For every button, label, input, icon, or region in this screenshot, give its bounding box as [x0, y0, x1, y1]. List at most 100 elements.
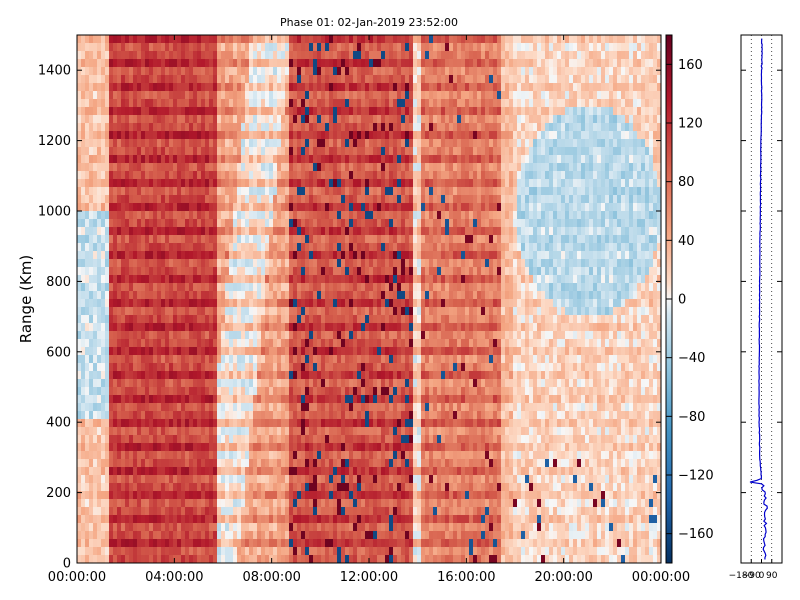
heatmap-cell — [641, 211, 646, 220]
heatmap-cell — [297, 203, 302, 212]
heatmap-cell — [113, 187, 118, 196]
heatmap-cell — [425, 35, 430, 44]
heatmap-cell — [633, 195, 638, 204]
heatmap-cell — [289, 51, 294, 60]
heatmap-cell — [473, 75, 478, 84]
heatmap-cell — [545, 155, 550, 164]
heatmap-cell — [389, 243, 394, 252]
heatmap-cell — [389, 235, 394, 244]
heatmap-cell — [521, 243, 526, 252]
heatmap-cell — [421, 187, 426, 196]
heatmap-cell — [297, 227, 302, 236]
heatmap-cell — [397, 139, 402, 148]
heatmap-cell — [405, 83, 410, 92]
heatmap-cell — [153, 91, 158, 100]
heatmap-cell — [469, 219, 474, 228]
heatmap-cell — [345, 227, 350, 236]
heatmap-cell — [213, 243, 218, 252]
heatmap-cell — [473, 235, 478, 244]
heatmap-cell — [529, 163, 534, 172]
heatmap-cell — [481, 267, 486, 276]
heatmap-cell — [469, 43, 474, 52]
heatmap-cell — [265, 251, 270, 260]
heatmap-cell — [473, 243, 478, 252]
heatmap-cell — [153, 59, 158, 68]
heatmap-cell — [177, 91, 182, 100]
heatmap-cell — [577, 243, 582, 252]
heatmap-cell — [121, 283, 126, 292]
heatmap-cell — [229, 155, 234, 164]
heatmap-cell — [545, 139, 550, 148]
heatmap-cell — [261, 123, 266, 132]
heatmap-cell — [221, 275, 226, 284]
heatmap-cell — [425, 43, 430, 52]
heatmap-cell — [521, 275, 526, 284]
heatmap-cell — [609, 51, 614, 60]
heatmap-cell — [181, 115, 186, 124]
heatmap-cell — [425, 243, 430, 252]
heatmap-cell — [81, 307, 86, 316]
heatmap-cell — [453, 203, 458, 212]
heatmap-cell — [269, 139, 274, 148]
heatmap-cell — [293, 83, 298, 92]
heatmap-cell — [129, 195, 134, 204]
heatmap-cell — [141, 243, 146, 252]
heatmap-cell — [489, 171, 494, 180]
heatmap-cell — [409, 275, 414, 284]
heatmap-cell — [281, 59, 286, 68]
heatmap-cell — [93, 107, 98, 116]
heatmap-cell — [533, 35, 538, 44]
heatmap-cell — [117, 59, 122, 68]
heatmap-cell — [205, 75, 210, 84]
heatmap-cell — [197, 267, 202, 276]
heatmap-cell — [353, 147, 358, 156]
heatmap-cell — [637, 147, 642, 156]
heatmap-cell — [521, 35, 526, 44]
heatmap-cell — [317, 227, 322, 236]
heatmap-cell — [341, 267, 346, 276]
heatmap-cell — [577, 211, 582, 220]
heatmap-cell — [285, 267, 290, 276]
heatmap-cell — [577, 43, 582, 52]
heatmap-cell — [101, 251, 106, 260]
heatmap-cell — [177, 267, 182, 276]
heatmap-cell — [273, 195, 278, 204]
heatmap-cell — [505, 99, 510, 108]
heatmap-cell — [93, 299, 98, 308]
heatmap-cell — [533, 147, 538, 156]
heatmap-cell — [413, 227, 418, 236]
heatmap-cell — [209, 291, 214, 300]
heatmap-cell — [213, 43, 218, 52]
heatmap-cell — [345, 91, 350, 100]
heatmap-cell — [553, 123, 558, 132]
heatmap-cell — [577, 227, 582, 236]
heatmap-cell — [637, 179, 642, 188]
heatmap-cell — [633, 35, 638, 44]
heatmap-cell — [137, 187, 142, 196]
heatmap-cell — [169, 219, 174, 228]
heatmap-cell — [337, 123, 342, 132]
heatmap-cell — [645, 147, 650, 156]
heatmap-cell — [637, 139, 642, 148]
heatmap-cell — [285, 83, 290, 92]
heatmap-cell — [625, 211, 630, 220]
heatmap-cell — [285, 139, 290, 148]
heatmap-cell — [521, 195, 526, 204]
heatmap-cell — [253, 131, 258, 140]
heatmap-cell — [273, 51, 278, 60]
heatmap-cell — [105, 59, 110, 68]
heatmap-cell — [461, 139, 466, 148]
heatmap-cell — [289, 147, 294, 156]
heatmap-cell — [641, 155, 646, 164]
heatmap-cell — [557, 299, 562, 308]
heatmap-cell — [505, 123, 510, 132]
heatmap-cell — [637, 291, 642, 300]
heatmap-cell — [249, 171, 254, 180]
heatmap-cell — [581, 43, 586, 52]
heatmap-cell — [461, 67, 466, 76]
heatmap-cell — [249, 91, 254, 100]
heatmap-cell — [601, 123, 606, 132]
heatmap-cell — [337, 131, 342, 140]
heatmap-cell — [237, 147, 242, 156]
heatmap-cell — [277, 35, 282, 44]
